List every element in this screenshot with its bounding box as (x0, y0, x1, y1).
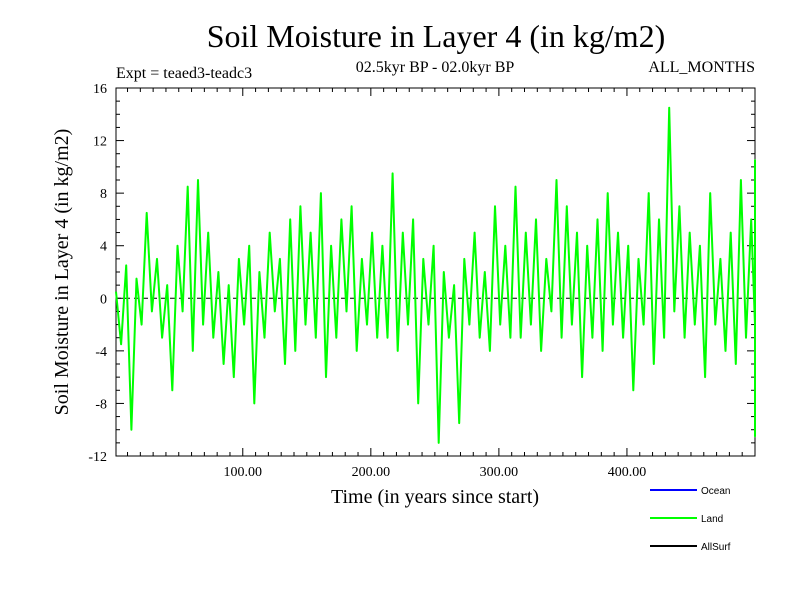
y-tick-label: -4 (95, 345, 107, 360)
y-axis-tick-labels: -12 -8 -4 0 4 8 12 16 (88, 82, 107, 465)
series-line-land (115, 106, 756, 444)
chart-subtitle-center: 02.5kyr BP - 02.0kyr BP (356, 59, 515, 76)
y-tick-label: 8 (100, 187, 107, 202)
y-tick-label: 12 (93, 135, 107, 150)
x-tick-label: 300.00 (480, 465, 519, 480)
y-tick-label: -8 (95, 397, 107, 412)
x-axis-label: Time (in years since start) (331, 486, 539, 508)
legend-label-allsurf: AllSurf (701, 542, 731, 553)
x-tick-label: 200.00 (352, 465, 391, 480)
chart-subtitle-right: ALL_MONTHS (648, 59, 755, 76)
legend-label-ocean: Ocean (701, 486, 730, 497)
y-axis-label: Soil Moisture in Layer 4 (in kg/m2) (51, 129, 73, 416)
x-tick-label: 100.00 (224, 465, 263, 480)
y-tick-label: 16 (93, 82, 107, 97)
chart-title: Soil Moisture in Layer 4 (in kg/m2) (207, 18, 666, 54)
legend: Ocean Land AllSurf (650, 486, 731, 553)
axis-ticks (116, 87, 755, 457)
y-tick-label: 4 (100, 240, 107, 255)
plot-frame (115, 87, 756, 457)
y-tick-label: -12 (88, 450, 107, 465)
y-tick-label: 0 (100, 292, 107, 307)
chart-subtitle-left: Expt = teaed3-teadc3 (116, 65, 252, 82)
legend-label-land: Land (701, 514, 723, 525)
x-axis-tick-labels: 100.00 200.00 300.00 400.00 (224, 465, 647, 480)
x-tick-label: 400.00 (608, 465, 647, 480)
